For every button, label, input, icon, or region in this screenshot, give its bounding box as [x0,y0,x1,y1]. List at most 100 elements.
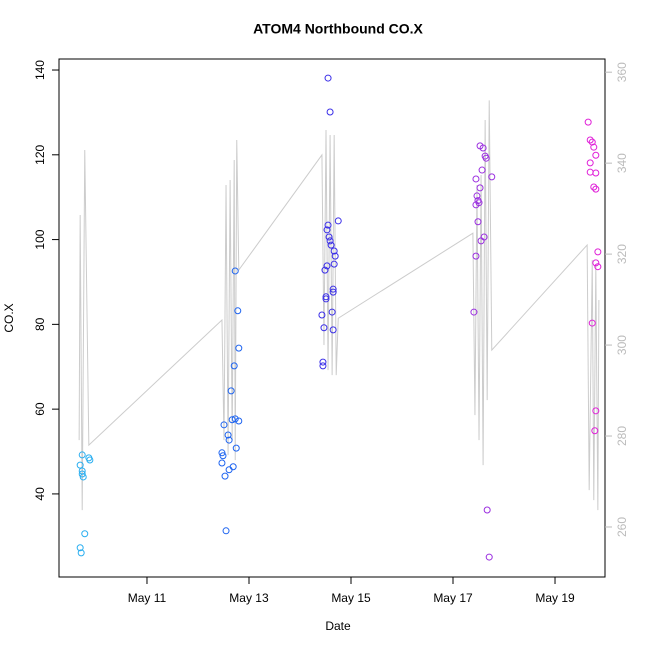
y2-tick-label: 260 [615,517,629,537]
point [218,459,226,467]
point [228,416,236,424]
point [319,358,327,366]
point [324,74,332,82]
point [231,415,239,423]
y-tick-label: 80 [33,317,47,331]
point [76,461,84,469]
point [330,260,338,268]
point [321,266,329,274]
point [480,233,488,241]
point [588,138,596,146]
point [235,417,243,425]
point [329,285,337,293]
point [586,159,594,167]
point [219,452,227,460]
point [470,308,478,316]
point [586,168,594,176]
y2-tick-label: 360 [615,62,629,82]
point [330,247,338,255]
point [482,154,490,162]
point [322,295,330,303]
point [225,466,233,474]
y-tick-label: 40 [33,487,47,501]
point [474,197,482,205]
point [472,175,480,183]
line [78,100,600,511]
y-tick-label: 140 [33,60,47,80]
point [220,421,228,429]
y2-tick-label: 300 [615,335,629,355]
point [592,407,600,415]
point [79,473,87,481]
plot-frame [58,58,606,578]
point [77,549,85,557]
point [592,169,600,177]
point [227,387,235,395]
point [78,470,86,478]
point [327,241,335,249]
point [229,463,237,471]
point [586,136,594,144]
point [474,218,482,226]
point [323,262,331,270]
point [86,456,94,464]
y2-tick-label: 280 [615,426,629,446]
x-tick-label: May 15 [331,591,371,605]
point [326,108,334,116]
point [592,259,600,267]
point [591,427,599,435]
point [594,263,602,271]
point [590,143,598,151]
point [479,144,487,152]
point [319,362,327,370]
point [334,217,342,225]
point [594,248,602,256]
point [478,166,486,174]
point [592,151,600,159]
y-tick-label: 100 [33,229,47,249]
y-tick-label: 120 [33,144,47,164]
point [483,506,491,514]
point [326,237,334,245]
point [234,307,242,315]
point [473,192,481,200]
x-tick-label: May 17 [433,591,473,605]
point [322,293,330,301]
point [584,118,592,126]
point [221,472,229,480]
point [81,530,89,538]
point [590,183,598,191]
point [488,173,496,181]
point [324,221,332,229]
point [232,444,240,452]
point [476,184,484,192]
x-tick-label: May 13 [229,591,269,605]
chart-title: ATOM4 Northbound CO.X [253,21,423,37]
point [231,267,239,275]
point [320,324,328,332]
point [588,319,596,327]
point [325,233,333,241]
point [76,544,84,552]
y2-tick-label: 320 [615,244,629,264]
x-tick-label: May 19 [535,591,575,605]
point [222,527,230,535]
point [78,451,86,459]
point [224,431,232,439]
y-axis-label: CO.X [2,303,16,332]
point [218,449,226,457]
point [235,344,243,352]
point [318,311,326,319]
point [225,436,233,444]
point [592,185,600,193]
y-tick-label: 60 [33,402,47,416]
point [329,288,337,296]
point [472,252,480,260]
point [331,252,339,260]
point [329,326,337,334]
x-tick-label: May 11 [128,591,167,605]
point [485,553,493,561]
point [328,308,336,316]
x-axis-label: Date [325,619,351,633]
